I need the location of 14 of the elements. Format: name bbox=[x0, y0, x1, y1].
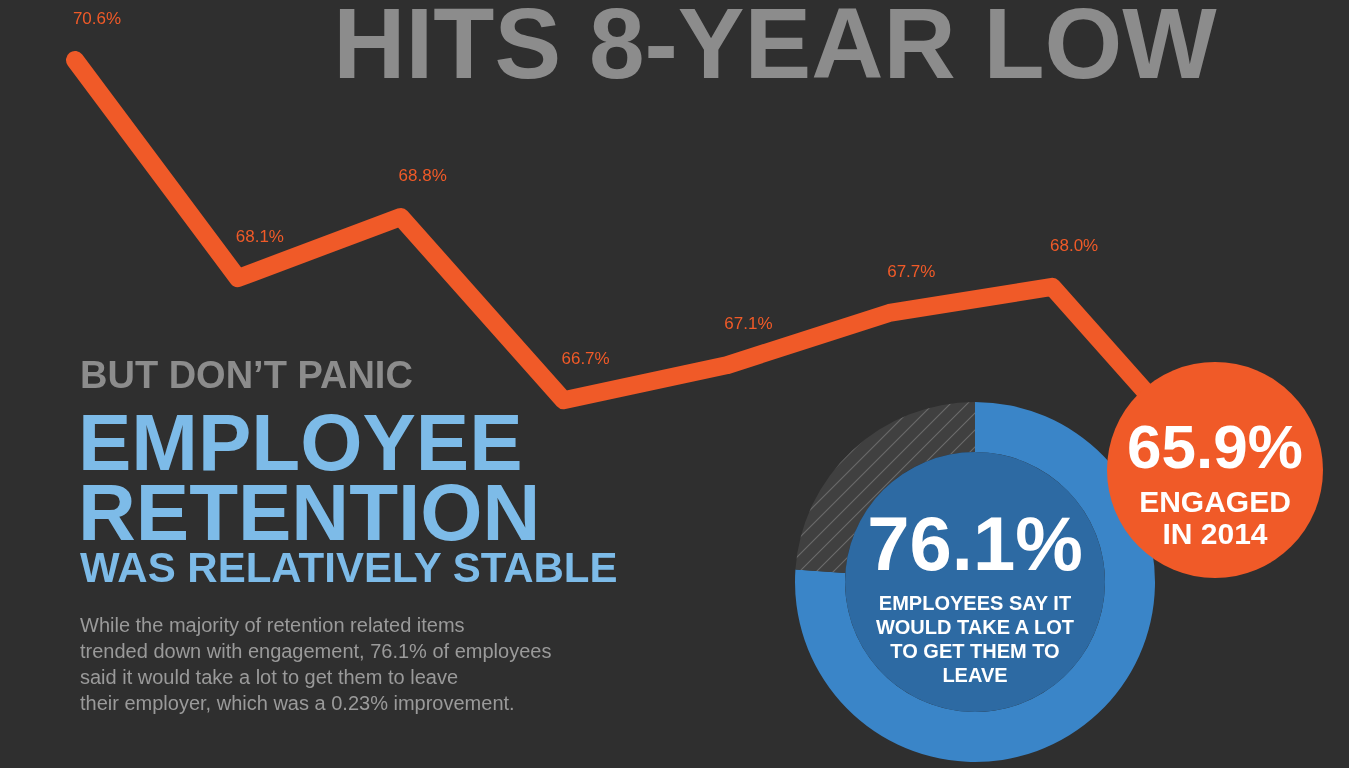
text: ENGAGED IN 2014 bbox=[1139, 485, 1291, 550]
data-label: 68.8% bbox=[398, 166, 447, 186]
data-label: 67.7% bbox=[887, 261, 936, 281]
chart-title: HITS 8-YEAR LOW bbox=[333, 0, 1218, 99]
data-label: 66.7% bbox=[561, 349, 610, 369]
text: While the majority of retention related items trended down with engagement, 76.1% of employees said it would take a lot to get them to leave their employer, which was a 0.23% improvement. bbox=[80, 614, 552, 714]
data-label: 67.1% bbox=[724, 314, 773, 334]
annotation: BUT DON’T PANIC bbox=[80, 354, 413, 396]
data-label: 76.1% bbox=[867, 501, 1083, 586]
data-label: 70.6% bbox=[72, 9, 122, 28]
text: EMPLOYEES SAY IT WOULD TAKE A LOT TO GET THEM TO LEAVE bbox=[875, 592, 1075, 686]
data-label: 65.9% bbox=[1127, 412, 1303, 481]
data-label: 68.1% bbox=[235, 227, 284, 247]
data-label: 68.0% bbox=[1050, 235, 1099, 255]
